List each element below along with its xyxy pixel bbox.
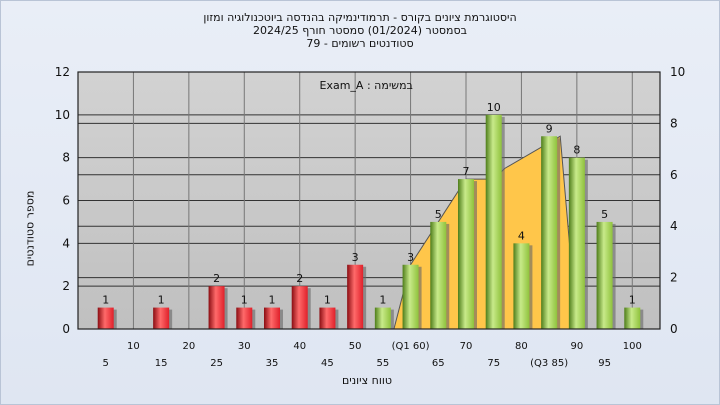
bar bbox=[153, 307, 170, 329]
bar bbox=[319, 307, 336, 329]
x-tick-label-upper: 50 bbox=[349, 341, 362, 352]
bar-value-label: 2 bbox=[296, 272, 303, 285]
x-tick-label-lower: 65 bbox=[432, 358, 445, 369]
bar-value-label: 1 bbox=[269, 294, 276, 307]
y-tick-label: 4 bbox=[62, 236, 70, 250]
x-axis-title: טווח ציונים bbox=[342, 374, 392, 387]
bar-value-label: 3 bbox=[352, 251, 359, 264]
y2-tick-label: 0 bbox=[670, 322, 678, 336]
y-tick-label: 0 bbox=[62, 322, 70, 336]
y-tick-label: 2 bbox=[62, 279, 70, 293]
x-tick-label-lower: 5 bbox=[103, 358, 109, 369]
bar bbox=[458, 179, 474, 329]
bar-value-label: 2 bbox=[213, 272, 220, 285]
y-tick-label: 12 bbox=[55, 65, 70, 79]
x-tick-label-upper: 40 bbox=[293, 341, 306, 352]
bar bbox=[236, 307, 253, 329]
chart-annotation: במשימה : Exam_A bbox=[320, 79, 413, 92]
chart-title-line-2: בסמסטר (01/2024) סמסטר חורף 2024/25 bbox=[253, 24, 467, 37]
y2-tick-label: 6 bbox=[670, 168, 678, 182]
bar-value-label: 5 bbox=[601, 208, 608, 221]
bar-value-label: 4 bbox=[518, 229, 525, 242]
x-tick-label-lower: (Q3 85) bbox=[530, 358, 568, 369]
x-tick-label-upper: 80 bbox=[515, 341, 528, 352]
bar-value-label: 1 bbox=[102, 294, 109, 307]
x-tick-label-upper: (Q1 60) bbox=[392, 341, 430, 352]
bar-value-label: 1 bbox=[324, 294, 331, 307]
x-tick-label-upper: 90 bbox=[570, 341, 583, 352]
y2-tick-label: 4 bbox=[670, 219, 678, 233]
bar bbox=[485, 114, 502, 329]
y2-tick-label: 2 bbox=[670, 271, 678, 285]
x-tick-label-upper: 20 bbox=[182, 341, 195, 352]
bar bbox=[208, 286, 225, 329]
bar bbox=[430, 221, 447, 329]
x-tick-label-lower: 35 bbox=[266, 358, 279, 369]
x-tick-label-lower: 25 bbox=[210, 358, 223, 369]
bar bbox=[596, 221, 613, 329]
bar bbox=[347, 264, 364, 329]
bar-value-label: 1 bbox=[241, 294, 248, 307]
bar-value-label: 8 bbox=[573, 144, 580, 157]
y2-tick-label: 10 bbox=[670, 65, 685, 79]
bar bbox=[97, 307, 114, 329]
bar bbox=[374, 307, 391, 329]
x-tick-label-lower: 75 bbox=[487, 358, 500, 369]
bar bbox=[264, 307, 280, 329]
bar bbox=[291, 286, 308, 329]
y-tick-label: 8 bbox=[62, 151, 70, 165]
x-tick-label-lower: 95 bbox=[598, 358, 611, 369]
bar-value-label: 1 bbox=[629, 294, 636, 307]
chart-title-line-3: סטודנטים רשומים - 79 bbox=[306, 37, 414, 50]
bar-value-label: 1 bbox=[158, 294, 165, 307]
x-tick-label-lower: 15 bbox=[155, 358, 168, 369]
bar-value-label: 10 bbox=[487, 101, 501, 114]
chart-title-line-1: היסטוגרמת ציונים בקורס - תרמודינמיקה בהנ… bbox=[203, 11, 517, 24]
x-tick-label-upper: 30 bbox=[238, 341, 251, 352]
x-tick-label-lower: 55 bbox=[376, 358, 389, 369]
x-tick-label-upper: 70 bbox=[460, 341, 473, 352]
y-tick-label: 6 bbox=[62, 194, 70, 208]
bar bbox=[568, 157, 585, 329]
plot-border bbox=[77, 71, 661, 330]
y-axis-title: מספר סטודנטים bbox=[23, 190, 37, 267]
bar-value-label: 3 bbox=[407, 251, 414, 264]
y2-tick-label: 8 bbox=[670, 116, 678, 130]
bar-value-label: 9 bbox=[546, 122, 553, 135]
x-tick-label-upper: 100 bbox=[623, 341, 642, 352]
x-tick-label-lower: 45 bbox=[321, 358, 334, 369]
bar bbox=[402, 264, 419, 329]
bar-value-label: 7 bbox=[463, 165, 470, 178]
bar-value-label: 5 bbox=[435, 208, 442, 221]
bar bbox=[541, 136, 558, 329]
bar bbox=[624, 307, 641, 329]
bar bbox=[513, 243, 530, 329]
y-tick-label: 10 bbox=[55, 108, 70, 122]
x-tick-label-upper: 10 bbox=[127, 341, 140, 352]
bar-value-label: 1 bbox=[379, 294, 386, 307]
